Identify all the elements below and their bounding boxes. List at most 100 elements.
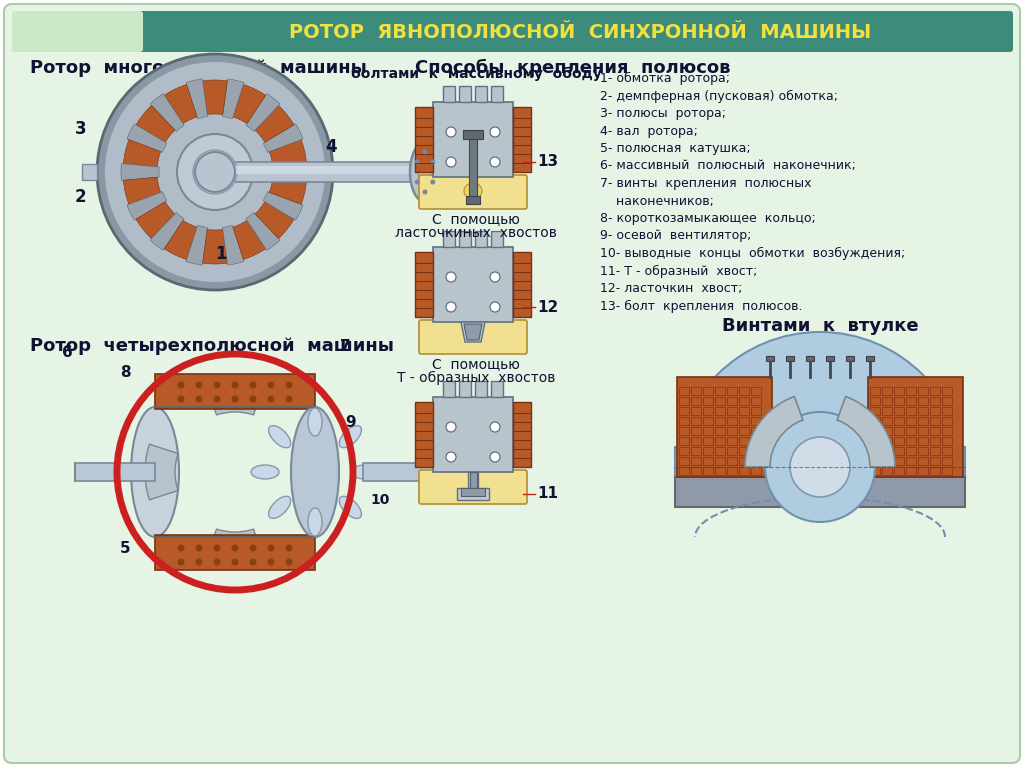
Bar bbox=[513, 252, 531, 317]
Bar bbox=[882, 397, 892, 405]
Point bbox=[507, 408, 519, 417]
Bar bbox=[906, 417, 916, 425]
Circle shape bbox=[286, 396, 293, 403]
Bar bbox=[703, 397, 713, 405]
Bar bbox=[918, 387, 928, 395]
Text: 4- вал  ротора;: 4- вал ротора; bbox=[600, 124, 698, 137]
Circle shape bbox=[446, 157, 456, 167]
Circle shape bbox=[286, 381, 293, 389]
Point bbox=[525, 444, 538, 453]
Circle shape bbox=[250, 545, 256, 551]
Point bbox=[409, 167, 421, 176]
Point bbox=[804, 373, 816, 382]
Circle shape bbox=[430, 179, 435, 185]
Circle shape bbox=[446, 127, 456, 137]
Wedge shape bbox=[232, 84, 265, 123]
Bar bbox=[918, 447, 928, 455]
Bar bbox=[490, 381, 503, 397]
Bar bbox=[751, 387, 761, 395]
Ellipse shape bbox=[268, 426, 291, 448]
Circle shape bbox=[105, 62, 325, 282]
Point bbox=[525, 150, 538, 159]
Bar bbox=[930, 447, 940, 455]
Point bbox=[525, 167, 538, 176]
Point bbox=[507, 268, 519, 277]
FancyBboxPatch shape bbox=[12, 11, 143, 52]
Circle shape bbox=[490, 157, 500, 167]
Bar bbox=[894, 437, 904, 445]
Wedge shape bbox=[186, 79, 208, 119]
Text: наконечников;: наконечников; bbox=[600, 195, 714, 208]
Circle shape bbox=[430, 160, 435, 164]
Ellipse shape bbox=[464, 183, 482, 199]
Bar bbox=[715, 417, 725, 425]
Bar bbox=[715, 437, 725, 445]
Circle shape bbox=[231, 396, 239, 403]
Bar bbox=[703, 447, 713, 455]
Point bbox=[409, 258, 421, 268]
Circle shape bbox=[415, 179, 420, 185]
Circle shape bbox=[490, 452, 500, 462]
Ellipse shape bbox=[131, 407, 179, 537]
Bar bbox=[918, 397, 928, 405]
Text: Т - образных  хвостов: Т - образных хвостов bbox=[397, 371, 555, 385]
Wedge shape bbox=[745, 397, 803, 467]
Point bbox=[507, 258, 519, 268]
FancyBboxPatch shape bbox=[4, 4, 1020, 763]
Bar bbox=[942, 417, 952, 425]
Point bbox=[525, 123, 538, 132]
Bar bbox=[459, 86, 471, 102]
Circle shape bbox=[286, 558, 293, 565]
Wedge shape bbox=[123, 140, 161, 166]
Point bbox=[525, 417, 538, 426]
Bar bbox=[703, 417, 713, 425]
Bar bbox=[475, 86, 487, 102]
Bar bbox=[679, 447, 689, 455]
Bar bbox=[739, 457, 749, 465]
Circle shape bbox=[196, 545, 203, 551]
Bar bbox=[882, 417, 892, 425]
Point bbox=[427, 295, 439, 304]
Bar bbox=[362, 463, 473, 481]
Bar bbox=[751, 397, 761, 405]
Circle shape bbox=[213, 396, 220, 403]
Circle shape bbox=[250, 396, 256, 403]
Wedge shape bbox=[151, 212, 184, 251]
Bar bbox=[715, 447, 725, 455]
Text: 13: 13 bbox=[537, 154, 558, 170]
Circle shape bbox=[231, 558, 239, 565]
Bar bbox=[490, 86, 503, 102]
Bar bbox=[75, 463, 155, 481]
Wedge shape bbox=[255, 202, 294, 239]
Bar bbox=[433, 397, 513, 472]
Wedge shape bbox=[186, 225, 208, 265]
Text: РОТОР  ЯВНОПОЛЮСНОЙ  СИНХРОННОЙ  МАШИНЫ: РОТОР ЯВНОПОЛЮСНОЙ СИНХРОННОЙ МАШИНЫ bbox=[289, 22, 871, 41]
Circle shape bbox=[415, 160, 420, 164]
Bar bbox=[918, 457, 928, 465]
Point bbox=[427, 258, 439, 268]
Text: Ротор  четырехполюсной  машины: Ротор четырехполюсной машины bbox=[30, 337, 394, 355]
Bar bbox=[751, 407, 761, 415]
Circle shape bbox=[423, 150, 427, 154]
Circle shape bbox=[231, 381, 239, 389]
Point bbox=[764, 354, 776, 364]
Point bbox=[764, 373, 776, 382]
Bar bbox=[703, 467, 713, 475]
Bar bbox=[679, 397, 689, 405]
Bar bbox=[727, 437, 737, 445]
Bar bbox=[751, 427, 761, 435]
Bar bbox=[739, 387, 749, 395]
Point bbox=[309, 403, 322, 412]
Bar bbox=[470, 452, 500, 492]
Point bbox=[507, 140, 519, 150]
Circle shape bbox=[193, 150, 237, 194]
Point bbox=[525, 312, 538, 321]
Bar bbox=[433, 247, 513, 322]
Bar bbox=[918, 417, 928, 425]
Point bbox=[507, 114, 519, 123]
Circle shape bbox=[765, 412, 874, 522]
Text: ласточкиных  хвостов: ласточкиных хвостов bbox=[395, 226, 557, 240]
Wedge shape bbox=[270, 163, 309, 180]
Point bbox=[409, 444, 421, 453]
FancyBboxPatch shape bbox=[419, 320, 527, 354]
